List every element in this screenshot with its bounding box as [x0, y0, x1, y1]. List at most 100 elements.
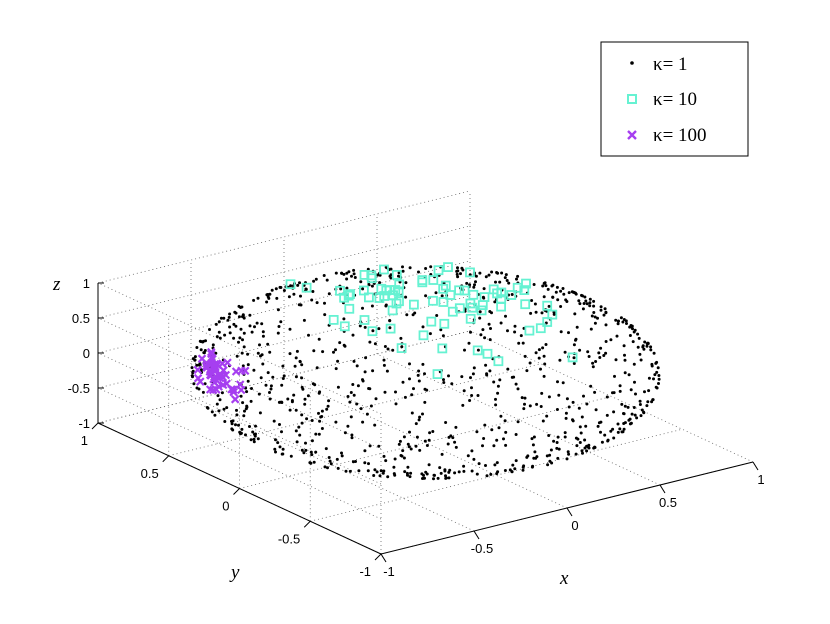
data-point-kappa-1	[351, 383, 355, 386]
data-point-kappa-1	[300, 421, 304, 425]
data-point-kappa-1	[578, 348, 582, 352]
data-point-kappa-1	[394, 390, 397, 394]
data-point-kappa-1	[584, 424, 588, 428]
data-point-kappa-1	[302, 451, 306, 455]
data-point-kappa-1	[277, 325, 281, 328]
data-point-kappa-1	[241, 338, 244, 342]
data-point-kappa-1	[350, 433, 354, 437]
data-point-kappa-1	[504, 273, 508, 277]
data-point-kappa-1	[198, 362, 202, 366]
data-point-kappa-1	[577, 406, 581, 410]
data-point-kappa-1	[513, 324, 517, 328]
data-point-kappa-10	[433, 265, 444, 276]
data-point-kappa-1	[345, 277, 349, 281]
data-point-kappa-1	[514, 433, 518, 436]
legend: κ= 1 κ= 10 κ= 100	[600, 41, 749, 157]
data-point-kappa-1	[489, 472, 493, 476]
data-point-kappa-1	[476, 394, 480, 397]
data-point-kappa-1	[408, 430, 411, 434]
data-point-kappa-1	[325, 407, 329, 411]
data-point-kappa-10	[459, 285, 470, 296]
data-point-kappa-1	[220, 391, 224, 395]
tick-labels: -1 -1 -1 -0.5 -0.5 -0.5 0 0 0 0.5 0.5 0.5 1 1 1	[68, 276, 765, 579]
x-tick-label: -1	[383, 564, 395, 579]
data-point-kappa-1	[257, 392, 261, 396]
data-point-kappa-10	[396, 343, 407, 354]
z-tick-label: 1	[83, 276, 90, 291]
legend-entry-kappa-100: κ= 100	[627, 125, 707, 146]
data-point-kappa-10	[428, 275, 439, 285]
data-point-kappa-1	[418, 415, 422, 419]
data-point-kappa-1	[403, 395, 407, 399]
data-point-kappa-1	[388, 326, 392, 330]
data-point-kappa-1	[281, 452, 285, 456]
data-point-kappa-1	[443, 468, 447, 472]
data-point-kappa-1	[278, 445, 282, 449]
data-point-kappa-1	[533, 302, 537, 306]
data-point-kappa-1	[593, 445, 597, 449]
data-point-kappa-1	[195, 346, 199, 349]
data-point-kappa-1	[230, 422, 234, 426]
data-point-kappa-1	[289, 454, 293, 458]
data-point-kappa-10	[345, 289, 355, 300]
data-point-kappa-10	[285, 279, 296, 290]
data-point-kappa-1	[503, 276, 507, 280]
data-point-kappa-1	[525, 455, 529, 459]
data-point-kappa-1	[424, 294, 428, 298]
data-point-kappa-1	[532, 283, 536, 286]
data-point-kappa-1	[638, 403, 642, 406]
data-point-kappa-1	[234, 324, 238, 328]
data-point-kappa-1	[604, 311, 608, 315]
data-point-kappa-1	[591, 361, 595, 365]
data-point-kappa-1	[328, 459, 332, 463]
data-point-kappa-1	[477, 462, 481, 466]
data-point-kappa-1	[392, 465, 396, 469]
data-point-kappa-1	[496, 271, 500, 275]
data-point-kappa-1	[352, 272, 356, 276]
data-point-kappa-1	[640, 408, 644, 412]
data-point-kappa-1	[519, 334, 523, 338]
data-point-kappa-1	[248, 425, 251, 428]
data-point-kappa-1	[351, 460, 355, 464]
data-point-kappa-1	[532, 435, 536, 439]
data-point-kappa-1	[425, 444, 429, 447]
data-point-kappa-1	[288, 408, 292, 412]
data-point-kappa-1	[571, 400, 575, 404]
data-point-kappa-1	[471, 372, 475, 376]
data-point-kappa-1	[363, 370, 367, 374]
data-point-kappa-1	[454, 445, 458, 449]
data-point-kappa-1	[564, 411, 568, 415]
data-point-kappa-1	[334, 271, 338, 275]
data-point-kappa-1	[555, 446, 559, 450]
data-point-kappa-1	[544, 343, 548, 346]
data-point-kappa-1	[217, 320, 221, 324]
data-point-kappa-1	[349, 415, 353, 419]
z-tick-label: -0.5	[68, 381, 90, 396]
data-point-kappa-1	[619, 316, 623, 320]
data-point-kappa-1	[493, 463, 497, 467]
data-point-kappa-1	[622, 422, 626, 425]
data-point-kappa-1	[427, 463, 431, 467]
data-point-kappa-1	[622, 344, 626, 348]
data-point-kappa-1	[351, 333, 355, 337]
data-point-kappa-1	[627, 373, 631, 377]
data-point-kappa-1	[265, 300, 269, 304]
data-point-kappa-1	[338, 341, 342, 345]
data-point-kappa-1	[450, 382, 454, 386]
data-point-kappa-1	[482, 296, 486, 300]
data-point-kappa-1	[210, 410, 214, 414]
data-point-kappa-1	[197, 387, 201, 391]
data-point-kappa-1	[476, 348, 480, 352]
data-point-kappa-1	[363, 449, 367, 453]
data-point-kappa-1	[393, 457, 397, 461]
data-point-kappa-1	[582, 394, 585, 398]
x-tick-label: 0.5	[659, 495, 677, 510]
data-point-kappa-1	[313, 383, 317, 387]
data-point-kappa-1	[507, 281, 511, 285]
data-point-kappa-1	[255, 321, 259, 325]
data-point-kappa-1	[227, 315, 231, 319]
data-point-kappa-1	[268, 350, 272, 354]
data-point-kappa-1	[602, 313, 606, 317]
data-point-kappa-1	[214, 322, 218, 326]
legend-label-kappa-1: κ= 1	[653, 54, 688, 75]
